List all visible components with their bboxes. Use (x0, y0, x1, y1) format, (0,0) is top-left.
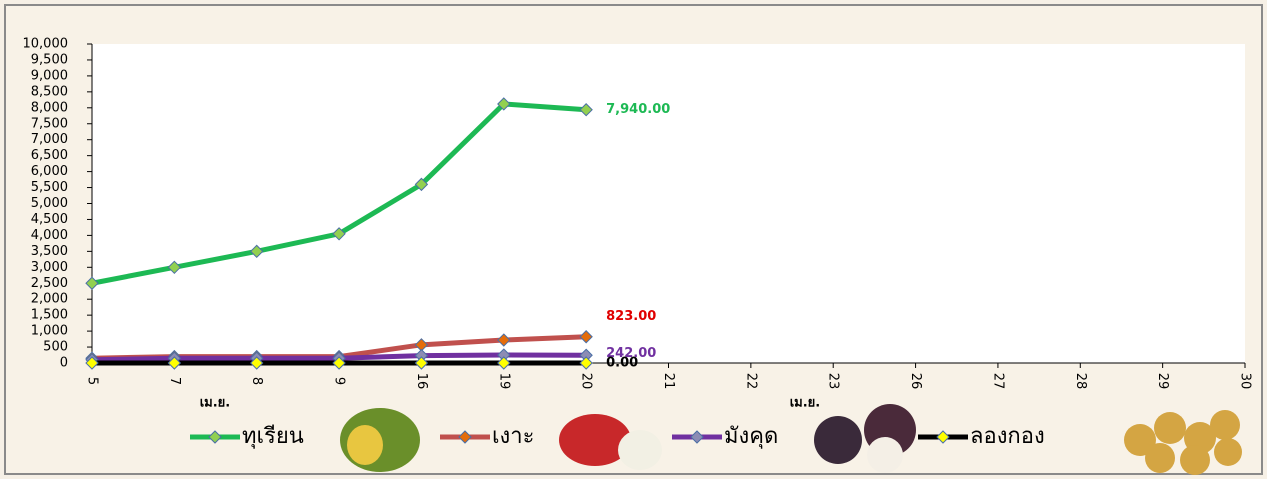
data-label: 0.00 (606, 356, 638, 371)
fruit-decorations (340, 404, 1242, 475)
y-tick-label: 6,000 (31, 164, 68, 179)
y-tick-label: 500 (43, 340, 68, 355)
x-group-label: เม.ย. (200, 396, 231, 411)
x-tick-label: 22 (743, 373, 758, 390)
y-tick-label: 6,500 (31, 148, 68, 163)
y-tick-label: 2,000 (31, 292, 68, 307)
legend-marker (936, 430, 950, 444)
point-marker (332, 356, 346, 370)
y-tick-label: 10,000 (23, 37, 69, 52)
point-marker (167, 356, 182, 370)
y-tick-label: 8,000 (31, 100, 68, 115)
point-marker (579, 103, 593, 117)
y-tick-label: 3,000 (31, 260, 68, 275)
point-marker (579, 330, 593, 344)
point-marker (497, 333, 511, 347)
x-tick-label: 29 (1155, 373, 1170, 390)
point-marker (497, 97, 511, 111)
point-marker (414, 356, 429, 370)
y-tick-label: 2,500 (31, 276, 68, 291)
y-tick-label: 0 (60, 356, 68, 371)
y-tick-label: 1,000 (31, 324, 68, 339)
point-marker (497, 356, 511, 370)
legend-label: มังคุด (724, 424, 778, 449)
point-marker (250, 356, 264, 370)
point-marker (85, 276, 99, 290)
point-marker (167, 260, 182, 275)
x-tick-label: 5 (85, 377, 100, 385)
y-tick-label: 1,500 (31, 308, 68, 323)
y-tick-label: 3,500 (31, 244, 68, 259)
x-tick-label: 27 (990, 373, 1005, 390)
point-marker (579, 356, 593, 370)
y-tick-label: 7,000 (31, 132, 68, 147)
legend-marker (208, 430, 222, 444)
y-tick-label: 7,500 (31, 116, 68, 131)
point-marker (332, 227, 346, 241)
x-tick-label: 19 (496, 373, 511, 390)
y-tick-label: 8,500 (31, 84, 68, 99)
x-tick-label: 20 (579, 373, 594, 390)
point-marker (250, 244, 264, 259)
point-marker (85, 356, 99, 370)
plot-area (92, 44, 1245, 363)
legend-label: เงาะ (492, 424, 534, 449)
legend-marker (458, 430, 472, 444)
y-tick-label: 9,500 (31, 52, 68, 67)
y-tick-label: 5,000 (31, 196, 68, 211)
x-tick-label: 21 (661, 373, 676, 390)
data-label: 823.00 (606, 309, 656, 324)
legend-marker (690, 430, 704, 444)
legend-label: ลองกอง (970, 424, 1045, 449)
x-tick-label: 8 (249, 377, 264, 385)
x-tick-label: 16 (414, 373, 429, 390)
x-tick-label: 9 (332, 377, 347, 385)
x-tick-label: 7 (167, 377, 182, 385)
data-label: 242.00 (606, 346, 656, 361)
data-label: 7,940.00 (606, 102, 670, 117)
x-tick-label: 30 (1238, 373, 1253, 390)
y-tick-label: 4,000 (31, 228, 68, 243)
x-tick-label: 23 (826, 373, 841, 390)
x-group-label: เม.ย. (790, 396, 821, 411)
y-tick-label: 4,500 (31, 212, 68, 227)
y-tick-label: 5,500 (31, 180, 68, 195)
x-tick-label: 26 (908, 373, 923, 390)
legend-label: ทุเรียน (242, 424, 304, 449)
x-tick-label: 28 (1073, 373, 1088, 390)
point-marker (414, 177, 429, 192)
y-tick-label: 9,000 (31, 68, 68, 83)
